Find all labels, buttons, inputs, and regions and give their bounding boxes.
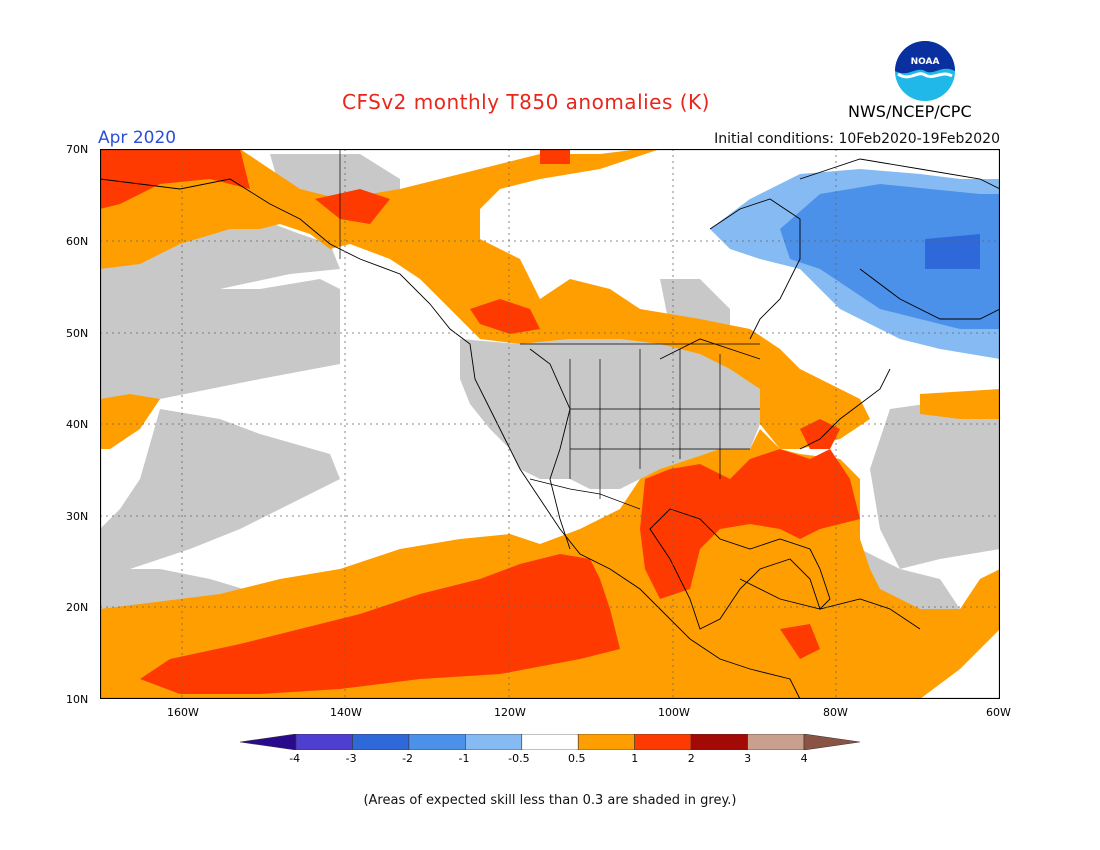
colorbar-tick-label: 3 — [744, 752, 752, 765]
lat-label: 10N — [66, 693, 89, 706]
lon-label: 160W — [167, 706, 199, 719]
coastlines — [100, 158, 1000, 699]
colorbar-cell — [465, 734, 523, 750]
colorbar-tick-label: -3 — [345, 752, 357, 765]
anomaly-colorbar — [240, 734, 860, 750]
organization-label: NWS/NCEP/CPC — [848, 102, 972, 121]
colorbar-tick-label: -1 — [458, 752, 470, 765]
lat-label: 60N — [66, 235, 89, 248]
colorbar-tick-label: 1 — [631, 752, 639, 765]
lon-label: 80W — [823, 706, 848, 719]
lon-label: 100W — [658, 706, 690, 719]
lon-label: 120W — [494, 706, 526, 719]
colorbar-cell — [408, 734, 466, 750]
forecast-month-label: Apr 2020 — [98, 128, 177, 148]
colorbar-cell — [634, 734, 692, 750]
footnote: (Areas of expected skill less than 0.3 a… — [363, 793, 737, 808]
lat-label: 20N — [66, 601, 89, 614]
colorbar-tick-label: 0.5 — [568, 752, 586, 765]
map-title: CFSv2 monthly T850 anomalies (K) — [342, 90, 710, 114]
colorbar-cell — [690, 734, 748, 750]
lon-label: 140W — [330, 706, 362, 719]
temperature-anomaly-map — [100, 149, 1000, 699]
lat-label: 50N — [66, 327, 89, 340]
country-borders — [339, 149, 760, 510]
colorbar-tick-label: 2 — [687, 752, 695, 765]
colorbar-cell — [295, 734, 353, 750]
colorbar-low-end — [240, 734, 297, 750]
colorbar-cell — [521, 734, 579, 750]
lon-label: 60W — [986, 706, 1011, 719]
map-frame — [100, 149, 1000, 699]
cool-anomaly-regions — [710, 169, 1000, 359]
graticule — [100, 149, 1000, 699]
colorbar-tick-label: -2 — [402, 752, 414, 765]
lat-label: 70N — [66, 143, 89, 156]
colorbar-tick-label: -0.5 — [508, 752, 530, 765]
lat-label: 40N — [66, 418, 89, 431]
colorbar-cell — [577, 734, 635, 750]
initial-conditions-label: Initial conditions: 10Feb2020-19Feb2020 — [714, 131, 1000, 147]
colorbar-cell — [352, 734, 410, 750]
svg-text:NOAA: NOAA — [911, 57, 940, 67]
noaa-logo-icon: NOAA — [895, 41, 955, 101]
colorbar-tick-label: 4 — [800, 752, 808, 765]
strong-warm-anomaly-regions — [100, 149, 860, 694]
colorbar-cell — [747, 734, 805, 750]
colorbar-tick-label: -4 — [289, 752, 301, 765]
colorbar-high-end — [803, 734, 860, 750]
lat-label: 30N — [66, 510, 89, 523]
